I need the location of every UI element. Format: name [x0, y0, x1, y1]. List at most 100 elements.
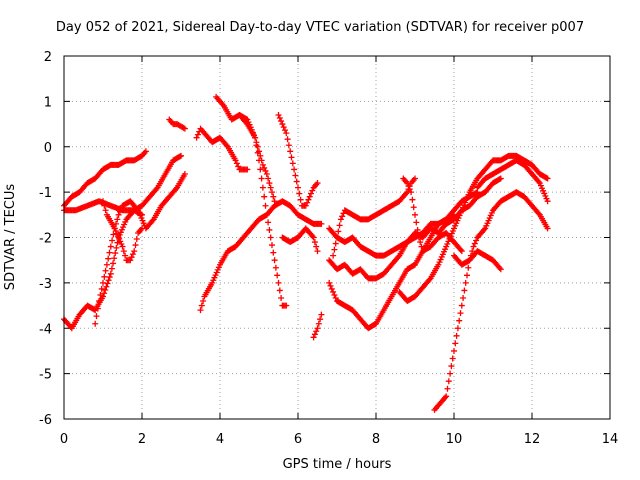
data-point	[496, 264, 503, 271]
data-point	[119, 243, 126, 250]
data-point	[461, 287, 468, 294]
plot-frame	[63, 55, 611, 420]
y-tick-label: -1	[39, 186, 52, 201]
data-point	[113, 244, 120, 251]
data-point	[289, 160, 296, 167]
data-point	[261, 193, 268, 200]
y-tick-label: -2	[39, 232, 52, 247]
data-point	[105, 255, 112, 262]
data-point	[131, 248, 138, 255]
data-point	[102, 287, 109, 294]
data-point	[306, 193, 313, 200]
data-point	[133, 205, 140, 212]
data-point	[304, 199, 311, 206]
data-point	[497, 175, 504, 182]
series-arc-o	[326, 211, 457, 259]
series-arc-t	[431, 189, 551, 413]
data-point	[314, 180, 321, 187]
data-point	[443, 393, 450, 400]
data-point	[457, 246, 464, 253]
y-tick-label: 1	[44, 95, 52, 110]
data-point	[456, 317, 463, 324]
data-point	[315, 320, 322, 327]
x-tick-label: 0	[60, 432, 68, 447]
data-point	[332, 240, 339, 247]
data-point	[449, 355, 456, 362]
data-point	[105, 277, 112, 284]
series-arc-u	[451, 248, 504, 273]
data-point	[470, 243, 477, 250]
data-point	[292, 172, 299, 179]
data-point	[107, 270, 114, 277]
series-arc-h	[193, 125, 251, 173]
data-point	[92, 320, 99, 327]
data-point	[284, 136, 291, 143]
y-tick-label: -5	[39, 368, 52, 383]
data-point	[326, 279, 333, 286]
data-point	[252, 134, 259, 141]
data-point	[309, 187, 316, 194]
data-point	[198, 302, 205, 309]
data-point	[113, 220, 119, 227]
data-point	[535, 210, 542, 217]
data-point	[122, 252, 129, 259]
data-point	[265, 175, 272, 182]
data-point	[269, 189, 275, 196]
x-tick-label: 14	[602, 432, 619, 447]
data-point	[305, 196, 312, 203]
data-point	[327, 282, 334, 289]
data-point	[235, 163, 242, 170]
data-point	[406, 186, 413, 193]
data-point	[100, 198, 106, 205]
data-point	[317, 316, 324, 323]
data-point	[263, 211, 270, 218]
data-point	[181, 125, 188, 132]
chart-title: Day 052 of 2021, Sidereal Day-to-day VTE…	[55, 20, 585, 35]
data-point	[442, 394, 449, 401]
data-point	[94, 305, 101, 312]
x-tick-label: 2	[138, 432, 146, 447]
data-point	[403, 190, 410, 197]
data-point	[328, 285, 335, 292]
data-point	[110, 260, 117, 267]
data-point	[413, 219, 420, 226]
data-point	[445, 378, 452, 385]
data-point	[544, 198, 551, 205]
data-point	[101, 273, 108, 280]
data-point	[453, 332, 460, 339]
data-point	[128, 254, 135, 261]
data-point	[102, 267, 109, 274]
data-point	[109, 237, 116, 244]
y-axis-label: SDTVAR / TECUs	[3, 183, 18, 291]
data-point	[460, 295, 467, 301]
data-point	[96, 298, 103, 305]
y-tick-label: -3	[39, 277, 52, 292]
data-point	[181, 170, 188, 177]
data-point	[149, 217, 156, 224]
data-point	[331, 291, 338, 298]
data-point	[276, 287, 283, 294]
data-point	[280, 124, 287, 131]
data-point	[111, 255, 118, 262]
data-point	[257, 166, 264, 173]
x-tick-label: 8	[372, 432, 380, 447]
data-point	[544, 175, 551, 182]
data-point	[295, 184, 301, 191]
series-arc-e	[92, 170, 188, 327]
data-point	[417, 239, 424, 246]
x-tick-label: 6	[294, 432, 302, 447]
data-point	[193, 134, 200, 141]
data-point	[451, 347, 457, 354]
data-point	[258, 175, 265, 182]
series-arc-l	[279, 225, 321, 255]
data-point	[103, 283, 110, 290]
data-point	[330, 252, 337, 259]
x-tick-label: 4	[216, 432, 224, 447]
series-arc-q	[326, 189, 481, 332]
data-point	[285, 142, 292, 149]
data-point	[98, 285, 105, 292]
series-arc-j	[236, 111, 278, 205]
data-point	[93, 313, 100, 320]
data-point	[106, 274, 113, 281]
